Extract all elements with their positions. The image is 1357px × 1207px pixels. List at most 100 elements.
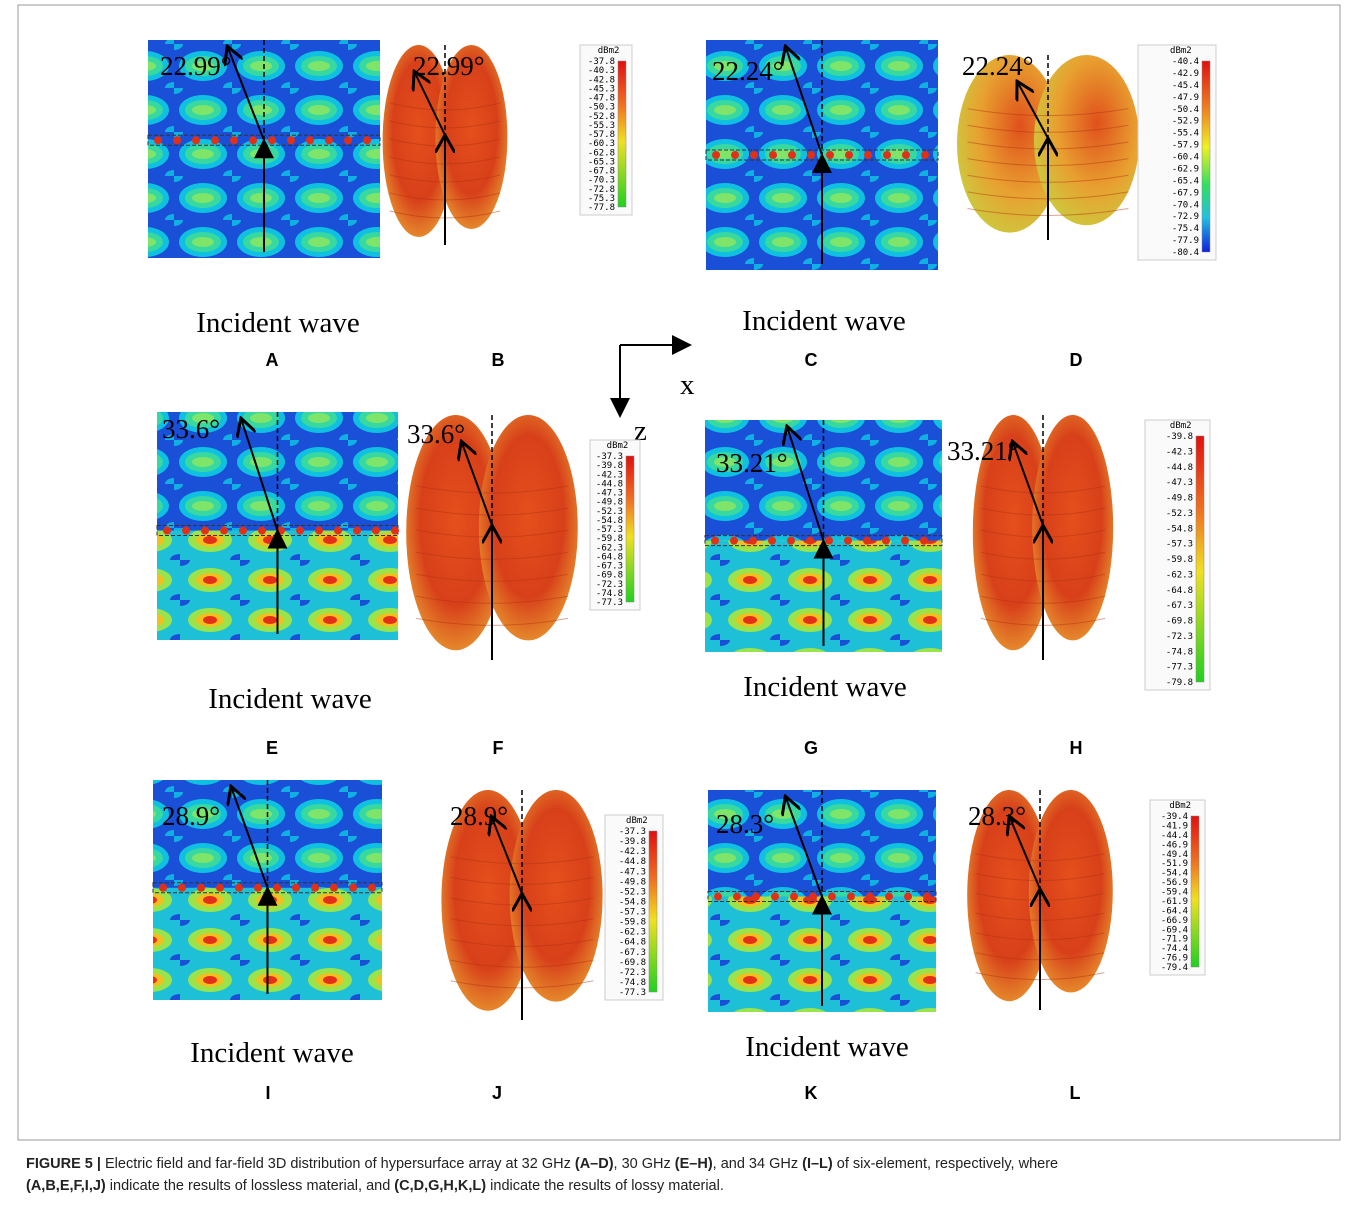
- colorbar: [1196, 436, 1204, 682]
- colorbar-tick-label: -77.3: [1166, 663, 1193, 673]
- colorbar-tick-label: -77.9: [1172, 236, 1199, 246]
- colorbar-tick-label: -54.8: [619, 897, 646, 907]
- colorbar-unit: dBm2: [607, 441, 629, 451]
- pattern-lobe: [479, 415, 578, 640]
- element-hotspot: [353, 527, 361, 535]
- element-hotspot: [768, 537, 776, 545]
- element-hotspot: [268, 136, 276, 144]
- reflection-angle: 28.9°: [162, 801, 220, 831]
- element-hotspot: [712, 151, 720, 159]
- element-hotspot: [883, 151, 891, 159]
- colorbar: [1202, 61, 1210, 252]
- element-hotspot: [847, 893, 855, 901]
- caption-text: , and 34 GHz: [713, 1156, 802, 1172]
- element-hotspot: [730, 537, 738, 545]
- element-hotspot: [230, 136, 238, 144]
- caption-text: indicate the results of lossy material.: [486, 1178, 724, 1194]
- panel-label: H: [1070, 738, 1083, 758]
- reflection-angle: 33.6°: [162, 414, 220, 444]
- element-hotspot: [923, 893, 931, 901]
- panel-label: G: [804, 738, 818, 758]
- pattern-lobe: [1032, 415, 1113, 640]
- colorbar-tick-label: -52.3: [619, 887, 646, 897]
- colorbar-tick-label: -64.8: [1166, 586, 1193, 596]
- element-hotspot: [806, 537, 814, 545]
- panel-label: B: [492, 350, 505, 370]
- element-hotspot: [750, 151, 758, 159]
- colorbar: [649, 831, 657, 992]
- element-hotspot: [239, 527, 247, 535]
- x-axis-label: x: [680, 369, 695, 401]
- colorbar-tick-label: -62.3: [619, 928, 646, 938]
- element-hotspot: [901, 537, 909, 545]
- element-hotspot: [159, 884, 167, 892]
- colorbar-tick-label: -77.8: [588, 203, 615, 213]
- colorbar-tick-label: -72.9: [1172, 212, 1199, 222]
- element-hotspot: [311, 884, 319, 892]
- panel-label: F: [493, 738, 504, 758]
- element-hotspot: [368, 884, 376, 892]
- caption-ref: (A,B,E,F,I,J): [26, 1178, 106, 1194]
- element-hotspot: [826, 151, 834, 159]
- incident-wave-label: Incident wave: [745, 1031, 908, 1063]
- element-hotspot: [864, 151, 872, 159]
- element-hotspot: [863, 537, 871, 545]
- colorbar-tick-label: -42.3: [619, 847, 646, 857]
- element-hotspot: [273, 884, 281, 892]
- colorbar-tick-label: -74.8: [1166, 647, 1193, 657]
- element-hotspot: [372, 527, 380, 535]
- colorbar-tick-label: -39.8: [619, 837, 646, 847]
- element-hotspot: [220, 527, 228, 535]
- colorbar-tick-label: -40.4: [1172, 57, 1199, 67]
- colorbar-unit: dBm2: [598, 46, 620, 56]
- colorbar-tick-label: -57.3: [619, 908, 646, 918]
- reflection-angle: 33.6°: [407, 419, 465, 449]
- colorbar-tick-label: -52.9: [1172, 117, 1199, 127]
- colorbar-tick-label: -79.4: [1161, 963, 1188, 973]
- colorbar-tick-label: -72.3: [619, 968, 646, 978]
- colorbar: [618, 61, 626, 207]
- colorbar: [1191, 816, 1199, 967]
- colorbar-tick-label: -50.4: [1172, 105, 1199, 115]
- element-hotspot: [711, 537, 719, 545]
- element-hotspot: [828, 893, 836, 901]
- element-hotspot: [885, 893, 893, 901]
- element-hotspot: [325, 136, 333, 144]
- element-hotspot: [904, 893, 912, 901]
- colorbar-unit: dBm2: [1170, 46, 1192, 56]
- colorbar-tick-label: -75.4: [1172, 224, 1199, 234]
- element-hotspot: [845, 151, 853, 159]
- element-hotspot: [287, 136, 295, 144]
- colorbar-tick-label: -47.9: [1172, 93, 1199, 103]
- element-hotspot: [749, 537, 757, 545]
- colorbar-tick-label: -67.3: [619, 948, 646, 958]
- element-hotspot: [920, 537, 928, 545]
- element-hotspot: [788, 151, 796, 159]
- element-hotspot: [254, 884, 262, 892]
- colorbar-tick-label: -47.3: [1166, 478, 1193, 488]
- colorbar-tick-label: -49.8: [1166, 494, 1193, 504]
- pattern-lobe: [1034, 55, 1139, 225]
- element-hotspot: [349, 884, 357, 892]
- panel-label: L: [1070, 1083, 1081, 1103]
- element-hotspot: [733, 893, 741, 901]
- colorbar-unit: dBm2: [626, 816, 648, 826]
- element-hotspot: [731, 151, 739, 159]
- element-hotspot: [714, 893, 722, 901]
- reflection-angle: 22.24°: [712, 56, 784, 86]
- element-hotspot: [330, 884, 338, 892]
- element-hotspot: [154, 136, 162, 144]
- colorbar-tick-label: -57.3: [1166, 540, 1193, 550]
- colorbar-tick-label: -62.9: [1172, 164, 1199, 174]
- colorbar-tick-label: -47.3: [619, 867, 646, 877]
- incident-wave-label: Incident wave: [190, 1037, 353, 1069]
- colorbar-tick-label: -44.8: [619, 857, 646, 867]
- incident-wave-label: Incident wave: [743, 671, 906, 703]
- caption-text: , 30 GHz: [614, 1156, 675, 1172]
- colorbar-tick-label: -42.3: [1166, 447, 1193, 457]
- element-hotspot: [306, 136, 314, 144]
- reflection-angle: 22.99°: [160, 51, 232, 81]
- caption-text: Electric field and far-field 3D distribu…: [101, 1156, 575, 1172]
- reflection-angle: 28.9°: [450, 801, 508, 831]
- element-hotspot: [391, 527, 399, 535]
